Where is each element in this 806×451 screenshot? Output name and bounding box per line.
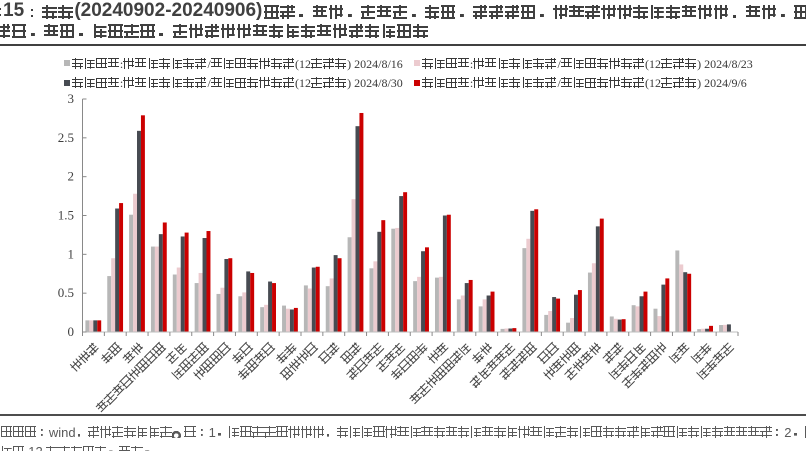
svg-text:2.5: 2.5 [58, 130, 74, 145]
svg-text:1.5: 1.5 [58, 207, 74, 222]
svg-text:0.5: 0.5 [58, 285, 74, 300]
svg-text:2: 2 [68, 169, 75, 184]
svg-text:1: 1 [68, 246, 75, 261]
svg-text:3: 3 [68, 91, 75, 106]
svg-text:0: 0 [68, 324, 75, 339]
